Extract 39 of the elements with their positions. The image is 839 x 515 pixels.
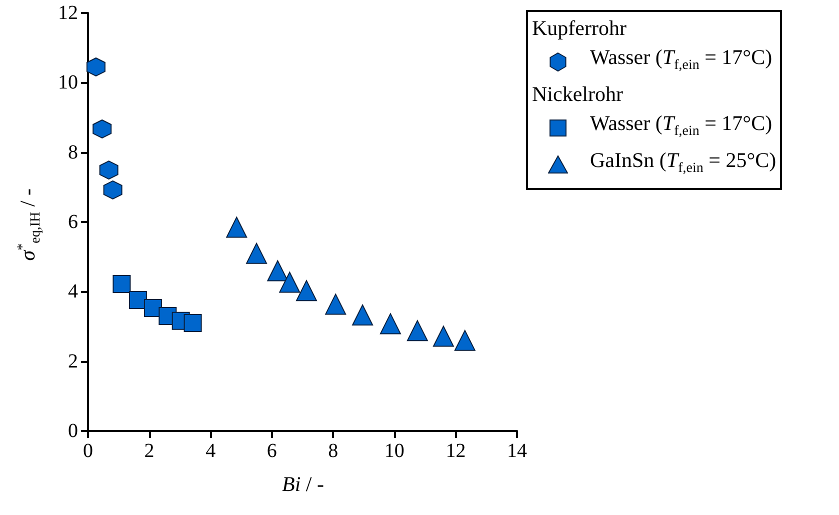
point xyxy=(432,326,454,347)
x-tick-label: 12 xyxy=(446,440,466,462)
point xyxy=(296,280,317,302)
x-tick-label: 6 xyxy=(266,440,277,462)
legend-label: Wasser (T$_{f,ein}$ = 17°C) xyxy=(590,44,772,76)
y-tick-label: 10 xyxy=(58,72,78,94)
point xyxy=(380,313,401,334)
legend-label: Wasser (T$_{f,ein}$ = 17°C) xyxy=(590,110,772,142)
point xyxy=(184,314,202,332)
y-tick-label: 12 xyxy=(58,2,78,24)
legend-label: GaInSn (T$_{f,ein}$ = 25°C) xyxy=(590,147,776,179)
x-tick-label: 8 xyxy=(328,440,338,462)
x-tick-label: 2 xyxy=(144,440,154,462)
y-tick-label: 8 xyxy=(68,141,78,164)
point xyxy=(279,272,300,293)
point xyxy=(352,304,374,326)
x-tick-label: 4 xyxy=(206,440,216,462)
point xyxy=(454,330,476,351)
text: Nickelrohr xyxy=(532,81,624,108)
point xyxy=(325,294,346,315)
y-tick-label: 4 xyxy=(68,280,78,303)
point xyxy=(128,291,147,310)
x-axis-title: Bi / - xyxy=(281,472,325,497)
point xyxy=(103,180,122,200)
point xyxy=(226,216,248,238)
y-tick-label: 0 xyxy=(68,420,78,442)
x-tick-label: 10 xyxy=(384,440,404,462)
point xyxy=(406,320,428,342)
point xyxy=(246,242,268,264)
point xyxy=(86,57,106,76)
x-tick-label: 0 xyxy=(83,440,93,462)
x-tick-label: 14 xyxy=(507,440,527,462)
point xyxy=(99,160,118,180)
y-tick-label: 6 xyxy=(68,211,78,233)
point xyxy=(112,275,131,294)
y-tick-label: 2 xyxy=(68,350,78,372)
point xyxy=(267,260,288,282)
text: Kupferrohr xyxy=(532,15,628,42)
point xyxy=(92,119,112,138)
